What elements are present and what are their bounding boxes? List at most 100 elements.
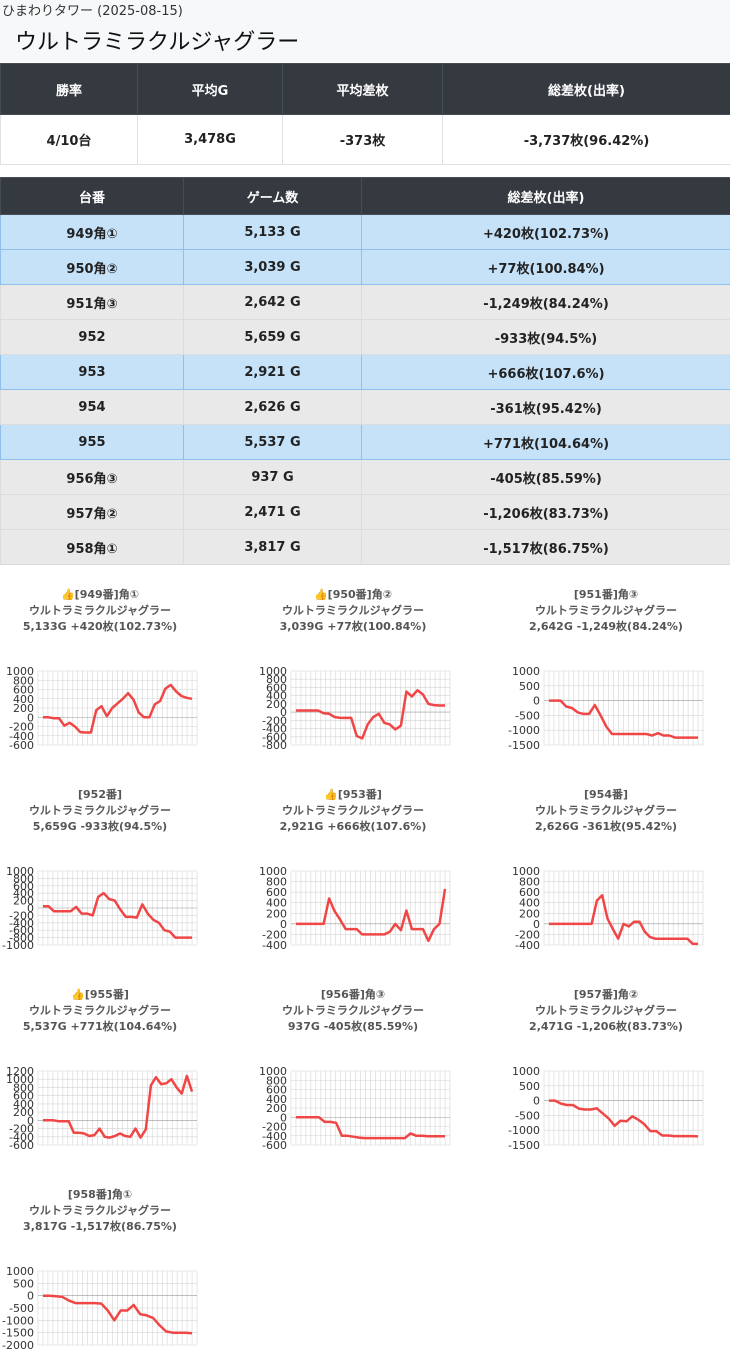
chart-caption-line: [956番]角③	[320, 988, 386, 1001]
chart-caption-line: ウルトラミラクルジャグラー	[281, 604, 425, 617]
summary-winrate: 4/10台	[0, 114, 138, 165]
chart-caption: [952番] ウルトラミラクルジャグラー 5,659G -933枚(94.5%)	[0, 787, 200, 835]
y-tick-label: -1500	[2, 1327, 34, 1340]
y-tick-label: 200	[266, 1102, 287, 1115]
total-diff: +771枚(104.64%)	[361, 424, 730, 460]
y-tick-label: 0	[27, 1290, 34, 1303]
machine-chart-card: [952番] ウルトラミラクルジャグラー 5,659G -933枚(94.5%) 10…	[0, 765, 200, 965]
table-row: 951角③ 2,642 G -1,249枚(84.24%)	[0, 284, 730, 320]
y-tick-label: 500	[519, 1080, 540, 1093]
y-tick-label: -200	[9, 721, 34, 734]
summary-header-avg-games: 平均G	[137, 63, 283, 115]
machine-number: 951角③	[0, 284, 184, 320]
y-tick-label: 800	[13, 872, 34, 885]
y-tick-label: -1000	[508, 1124, 540, 1137]
chart-caption-line: ウルトラミラクルジャグラー	[534, 604, 678, 617]
chart-caption-line: ウルトラミラクルジャグラー	[28, 804, 172, 817]
summary-header-avg-diff: 平均差枚	[282, 63, 443, 115]
y-tick-label: -600	[9, 924, 34, 937]
game-count: 2,626 G	[183, 389, 362, 425]
chart-caption-line: 3,039G +77枚(100.84%)	[279, 620, 427, 633]
y-tick-label: -1000	[2, 1314, 34, 1327]
y-tick-label: 200	[13, 895, 34, 908]
y-tick-label: 0	[27, 711, 34, 724]
y-tick-label: -200	[9, 909, 34, 922]
y-tick-label: 0	[533, 695, 540, 708]
y-tick-label: 200	[266, 698, 287, 711]
y-tick-label: -800	[9, 932, 34, 945]
y-tick-label: 800	[13, 1081, 34, 1094]
page-header: ひまわりタワー (2025-08-15) ウルトラミラクルジャグラー	[0, 0, 730, 62]
game-count: 5,659 G	[183, 319, 362, 355]
machine-number: 955	[0, 424, 184, 460]
chart-caption-line: ウルトラミラクルジャグラー	[28, 1004, 172, 1017]
total-diff: +77枚(100.84%)	[361, 249, 730, 285]
game-count: 2,921 G	[183, 354, 362, 390]
chart-caption: 👍[949番]角① ウルトラミラクルジャグラー 5,133G +420枚(102.7…	[0, 587, 200, 635]
machine-number: 954	[0, 389, 184, 425]
machine-number: 950角②	[0, 249, 184, 285]
chart-caption-line: ウルトラミラクルジャグラー	[28, 604, 172, 617]
y-tick-label: -500	[9, 1302, 34, 1315]
y-tick-label: 0	[280, 706, 287, 719]
chart-caption-line: [957番]角②	[573, 988, 639, 1001]
summary-total-diff: -3,737枚(96.42%)	[442, 114, 730, 165]
chart-caption-line: 2,626G -361枚(95.42%)	[534, 820, 678, 833]
y-tick-label: -400	[262, 939, 287, 952]
y-tick-label: 0	[533, 1095, 540, 1108]
machine-number: 958角①	[0, 529, 184, 565]
y-tick-label: 400	[519, 897, 540, 910]
game-count: 3,039 G	[183, 249, 362, 285]
chart-caption: 👍[955番] ウルトラミラクルジャグラー 5,537G +771枚(104.64%…	[0, 987, 200, 1035]
y-tick-label: 1000	[512, 1065, 540, 1078]
chart-caption-line: ウルトラミラクルジャグラー	[281, 1004, 425, 1017]
machine-number: 953	[0, 354, 184, 390]
machine-number: 957角②	[0, 494, 184, 530]
table-row: 953 2,921 G +666枚(107.6%)	[0, 354, 730, 390]
y-tick-label: 1000	[6, 865, 34, 878]
y-tick-label: -400	[515, 939, 540, 952]
game-count: 5,133 G	[183, 214, 362, 250]
y-tick-label: -500	[515, 709, 540, 722]
summary-header-total-diff: 総差枚(出率)	[442, 63, 730, 115]
machine-chart-card: 👍[949番]角① ウルトラミラクルジャグラー 5,133G +420枚(102.7…	[0, 565, 200, 765]
chart-caption-line: ウルトラミラクルジャグラー	[28, 1204, 172, 1217]
chart-caption-line: 2,642G -1,249枚(84.24%)	[529, 620, 683, 633]
y-tick-label: 400	[266, 897, 287, 910]
y-tick-label: -600	[9, 739, 34, 752]
chart-caption-line: [954番]	[583, 788, 629, 801]
chart-caption-line: 👍[955番]	[71, 988, 129, 1001]
y-tick-label: 1000	[259, 665, 287, 678]
chart-caption-line: ウルトラミラクルジャグラー	[534, 804, 678, 817]
game-count: 937 G	[183, 459, 362, 495]
machine-chart-card: [958番]角① ウルトラミラクルジャグラー 3,817G -1,517枚(86.7…	[0, 1165, 200, 1365]
chart-caption: [954番] ウルトラミラクルジャグラー 2,626G -361枚(95.42%)	[506, 787, 706, 835]
chart-caption-line: 5,133G +420枚(102.73%)	[22, 620, 178, 633]
hall-date: ひまわりタワー (2025-08-15)	[2, 4, 183, 19]
machine-chart-card: [957番]角② ウルトラミラクルジャグラー 2,471G -1,206枚(83.7…	[506, 965, 706, 1165]
y-tick-label: 0	[280, 918, 287, 931]
y-tick-label: -400	[262, 723, 287, 736]
summary-avg-diff: -373枚	[282, 114, 443, 165]
series-line	[296, 888, 447, 943]
y-tick-label: 500	[13, 1277, 34, 1290]
y-tick-label: 800	[266, 1074, 287, 1087]
total-diff: -361枚(95.42%)	[361, 389, 730, 425]
y-tick-label: 600	[13, 1090, 34, 1103]
chart-caption-line: [958番]角①	[67, 1188, 133, 1201]
machine-chart-card: 👍[953番] ウルトラミラクルジャグラー 2,921G +666枚(107.6%)…	[253, 765, 453, 965]
table-row: 949角① 5,133 G +420枚(102.73%)	[0, 214, 730, 250]
series-line	[43, 1294, 193, 1335]
game-count: 5,537 G	[183, 424, 362, 460]
y-tick-label: -600	[262, 731, 287, 744]
y-tick-label: -200	[9, 1123, 34, 1136]
y-tick-label: -200	[262, 714, 287, 727]
y-tick-label: -1000	[508, 724, 540, 737]
y-tick-label: 800	[266, 673, 287, 686]
machines-table: 台番 ゲーム数 総差枚(出率) 949角① 5,133 G +420枚(102.73…	[0, 177, 730, 565]
machines-header-diff: 総差枚(出率)	[361, 177, 730, 215]
y-tick-label: -600	[262, 1139, 287, 1152]
